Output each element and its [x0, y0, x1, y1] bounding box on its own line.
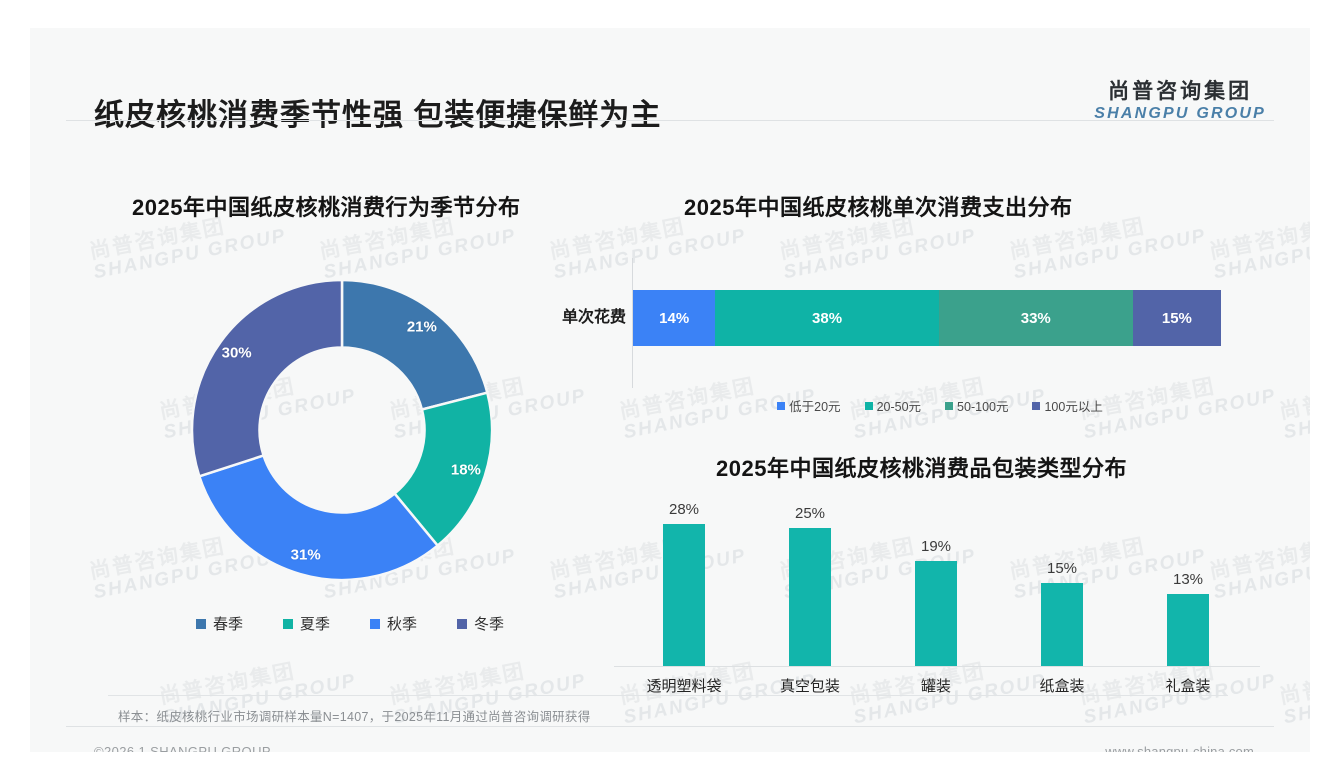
column-bar-category-label: 纸盒装	[1039, 678, 1085, 695]
donut-slice-value: 30%	[221, 344, 252, 362]
stacked-legend-item[interactable]: 100元以上	[1032, 396, 1103, 415]
stacked-bar-row: 14% 38% 33% 15%	[633, 290, 1221, 346]
donut-legend: 春季 夏季 秋季 冬季	[70, 613, 630, 634]
footer-divider	[66, 726, 1274, 727]
copyright-text: ©2026.1 SHANGPU GROUP	[94, 744, 271, 752]
column-chart-baseline	[614, 666, 1260, 667]
column-bar-category-label: 礼盒装	[1165, 678, 1211, 695]
legend-swatch-icon	[370, 618, 380, 629]
column-bar-group[interactable]: 13%	[1128, 501, 1248, 666]
column-bar-rect[interactable]	[1041, 583, 1083, 666]
header-divider	[66, 120, 1274, 121]
website-url: www.shangpu-china.com	[1105, 744, 1254, 752]
stacked-category-label: 单次花费	[561, 309, 626, 326]
slide-footer: ©2026.1 SHANGPU GROUP www.shangpu-china.…	[30, 734, 1310, 752]
logo-chinese-name: 尚普咨询集团	[1108, 80, 1253, 103]
legend-swatch-icon	[282, 618, 293, 629]
legend-swatch-icon	[195, 618, 206, 629]
stacked-legend-label: 20-50元	[876, 400, 922, 414]
donut-slice[interactable]	[190, 278, 344, 478]
stacked-bar-segment[interactable]: 33%	[938, 290, 1133, 346]
legend-swatch-icon	[945, 401, 954, 410]
stacked-legend-label: 100元以上	[1044, 400, 1103, 414]
column-bar-rect[interactable]	[663, 524, 705, 666]
legend-swatch-icon	[864, 401, 873, 410]
donut-slice-value: 21%	[406, 318, 437, 336]
column-bar-value: 28%	[668, 501, 700, 518]
legend-swatch-icon	[777, 401, 786, 410]
logo-english-name: SHANGPU GROUP	[1094, 105, 1266, 123]
column-bar-value: 13%	[1172, 571, 1204, 588]
slide-header: 纸皮核桃消费季节性强 包装便捷保鲜为主 尚普咨询集团 SHANGPU GROUP	[30, 28, 1310, 132]
column-chart-panel: 2025年中国纸皮核桃消费品包装类型分布 28% 25% 19% 15% 13% 透明塑…	[606, 443, 1274, 713]
stacked-legend: 低于20元 20-50元 50-100元 100元以上	[630, 396, 1250, 415]
column-bar-group[interactable]: 15%	[1002, 501, 1122, 666]
brand-logo: 尚普咨询集团 SHANGPU GROUP	[1094, 80, 1266, 123]
column-bar-group[interactable]: 25%	[750, 501, 870, 666]
column-bar-rect[interactable]	[1167, 594, 1209, 666]
column-bar-rect[interactable]	[789, 528, 831, 666]
column-bar-value: 19%	[920, 538, 952, 555]
column-bar-group[interactable]: 28%	[624, 501, 744, 666]
stacked-bar-segment[interactable]: 14%	[633, 290, 716, 346]
donut-chart-panel: 2025年中国纸皮核桃消费行为季节分布 21% 18% 31% 30% 春季 夏季 秋季 冬…	[70, 158, 630, 668]
donut-legend-label: 冬季	[474, 616, 505, 633]
stacked-legend-item[interactable]: 20-50元	[864, 396, 922, 415]
donut-legend-item[interactable]: 秋季	[370, 613, 417, 634]
slide-canvas: 尚普咨询集团 SHANGPU GROUP 尚普咨询集团 SHANGPU GROUP 尚普…	[30, 28, 1310, 752]
column-bar-category-label: 罐装	[920, 678, 951, 695]
sample-footnote: 样本：纸皮核桃行业市场调研样本量N=1407，于2025年11月通过尚普咨询调研…	[118, 710, 591, 724]
column-chart-title: 2025年中国纸皮核桃消费品包装类型分布	[716, 456, 1127, 481]
stacked-legend-item[interactable]: 低于20元	[777, 396, 841, 415]
donut-slice-value: 31%	[290, 546, 321, 564]
donut-legend-item[interactable]: 春季	[195, 613, 243, 634]
donut-slice[interactable]	[340, 278, 489, 412]
column-chart-plot: 28% 25% 19% 15% 13%	[614, 501, 1264, 666]
donut-chart: 21% 18% 31% 30%	[190, 278, 494, 582]
column-bar-category-label: 透明塑料袋	[646, 678, 722, 695]
page-title: 纸皮核桃消费季节性强 包装便捷保鲜为主	[94, 99, 662, 132]
donut-legend-label: 秋季	[387, 616, 418, 633]
stacked-bar-segment[interactable]: 15%	[1132, 290, 1221, 346]
stacked-chart-axis	[632, 258, 633, 388]
donut-chart-title: 2025年中国纸皮核桃消费行为季节分布	[132, 195, 521, 220]
column-bar-value: 15%	[1046, 560, 1078, 577]
donut-slice[interactable]	[197, 453, 440, 582]
stacked-bar-segment[interactable]: 38%	[715, 290, 939, 346]
stacked-legend-label: 低于20元	[789, 400, 841, 414]
donut-legend-label: 春季	[212, 616, 243, 633]
stacked-chart-title: 2025年中国纸皮核桃单次消费支出分布	[684, 195, 1073, 220]
stacked-bar-panel: 2025年中国纸皮核桃单次消费支出分布 单次花费 14% 38% 33% 15% 低于…	[562, 158, 1270, 428]
column-bar-group[interactable]: 19%	[876, 501, 996, 666]
donut-legend-item[interactable]: 夏季	[282, 613, 330, 634]
donut-legend-label: 夏季	[299, 616, 330, 633]
stacked-legend-label: 50-100元	[957, 400, 1009, 414]
column-bar-rect[interactable]	[915, 561, 957, 666]
legend-swatch-icon	[457, 618, 468, 629]
footnote-divider	[108, 695, 1228, 696]
legend-swatch-icon	[1032, 401, 1041, 410]
donut-slice-value: 18%	[450, 461, 481, 479]
donut-svg	[190, 278, 494, 582]
column-bar-value: 25%	[794, 505, 826, 522]
stacked-legend-item[interactable]: 50-100元	[945, 396, 1008, 415]
donut-legend-item[interactable]: 冬季	[457, 613, 504, 634]
column-bar-category-label: 真空包装	[779, 678, 840, 695]
